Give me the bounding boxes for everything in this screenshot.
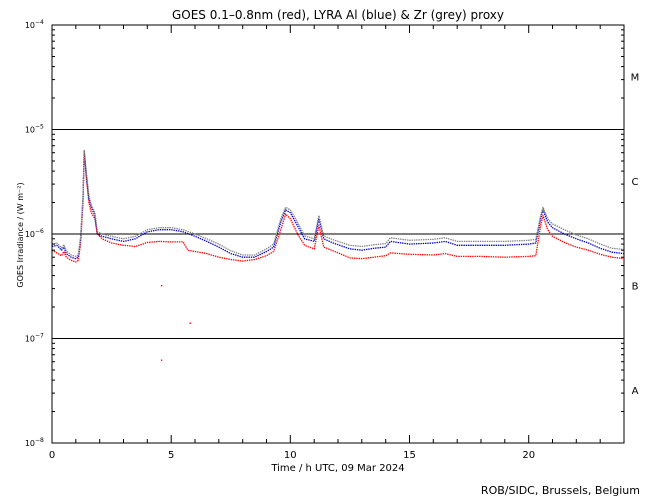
y-tick-label: 10 — [25, 126, 35, 135]
series-line-0 — [51, 150, 625, 263]
flare-class-label-c: C — [632, 177, 639, 188]
x-tick-label: 0 — [49, 450, 55, 461]
y-tick-label: 10 — [25, 439, 35, 448]
x-tick-label: 20 — [522, 450, 535, 461]
outlier-point — [160, 359, 163, 361]
flare-class-label-m: M — [631, 73, 640, 84]
flare-class-label-b: B — [632, 282, 639, 293]
y-tick-label: 10 — [25, 230, 35, 239]
x-tick-label: 15 — [403, 450, 416, 461]
x-tick-label: 10 — [284, 450, 297, 461]
y-tick-exponent: −8 — [35, 437, 44, 444]
outlier-point — [189, 322, 191, 324]
y-tick-label: 10 — [25, 335, 35, 344]
y-tick-exponent: −5 — [35, 124, 44, 131]
x-axis-label: Time / h UTC, 09 Mar 2024 — [270, 463, 404, 474]
flare-class-label-a: A — [632, 386, 639, 397]
x-tick-label: 5 — [168, 450, 174, 461]
series-line-2 — [51, 149, 625, 258]
credit-text: ROB/SIDC, Brussels, Belgium — [481, 484, 640, 497]
y-tick-exponent: −6 — [35, 228, 44, 235]
chart-title: GOES 0.1–0.8nm (red), LYRA Al (blue) & Z… — [172, 8, 504, 22]
y-tick-exponent: −4 — [35, 19, 44, 26]
y-tick-exponent: −7 — [35, 333, 44, 340]
y-axis-label: GOES Irradiance / (W m⁻²) — [16, 182, 25, 287]
outlier-point — [160, 285, 163, 287]
y-tick-label: 10 — [25, 21, 35, 30]
